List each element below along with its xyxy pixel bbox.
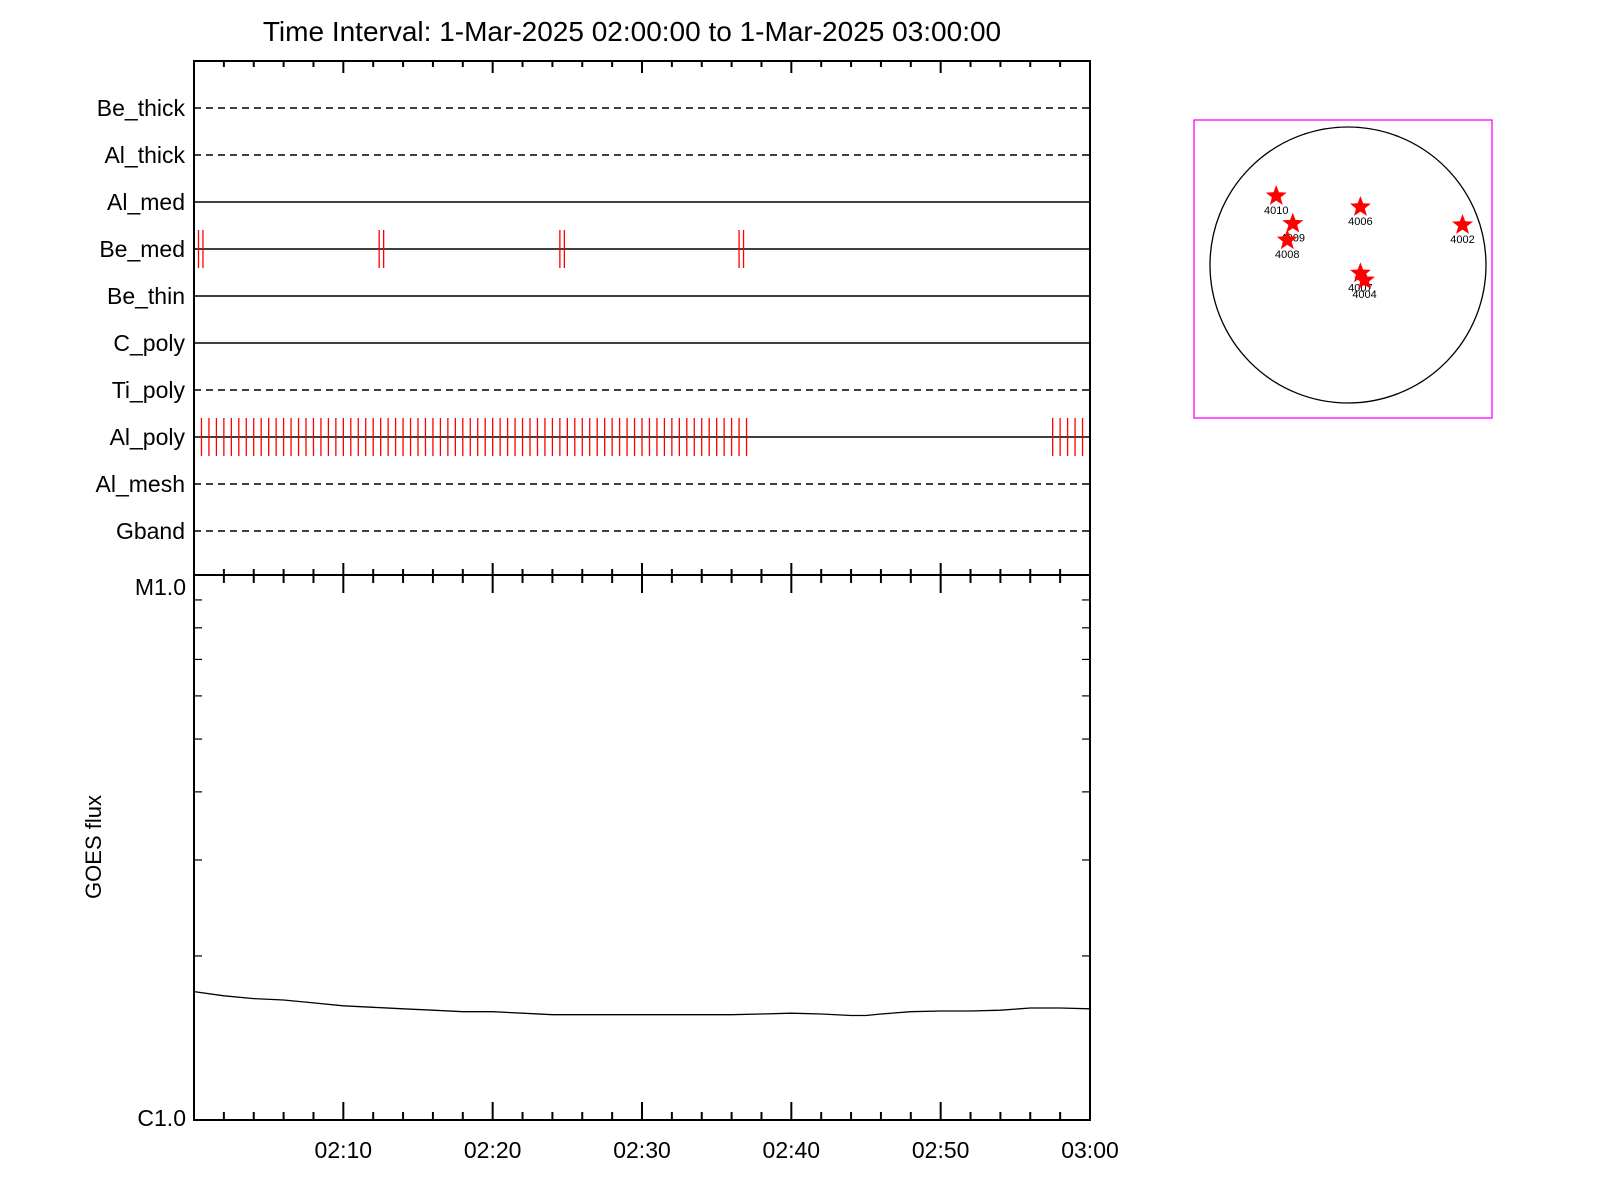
active-region-star — [1354, 269, 1375, 290]
flux-y-axis-label: GOES flux — [81, 795, 106, 899]
timeline-frame — [193, 60, 1091, 576]
active-region-label: 4004 — [1352, 289, 1376, 301]
channel-label-gband: Gband — [116, 518, 185, 544]
x-tick-label: 03:00 — [1061, 1137, 1119, 1163]
y-tick-label: C1.0 — [137, 1105, 186, 1131]
timeline-ticks — [222, 61, 1062, 575]
chart-title: Time Interval: 1-Mar-2025 02:00:00 to 1-… — [263, 16, 1001, 47]
channel-label-al_poly: Al_poly — [110, 424, 186, 450]
y-tick-label: M1.0 — [135, 574, 186, 600]
channel-lines — [194, 107, 1090, 532]
channel-label-ti_poly: Ti_poly — [112, 377, 186, 403]
map-frame — [1193, 119, 1493, 419]
active-region-label: 4006 — [1348, 216, 1372, 228]
channel-label-be_thick: Be_thick — [97, 95, 186, 121]
channel-labels: Be_thick Al_thick Al_med Be_med Be_thin C_pol… — [96, 95, 186, 544]
channel-label-be_thin: Be_thin — [107, 283, 185, 309]
active-region-label: 4010 — [1264, 205, 1288, 217]
flux-frame — [193, 574, 1091, 1121]
active-region-star — [1350, 196, 1371, 216]
flux-y-tick-labels: C1.0 M1.0 — [135, 574, 186, 1131]
channel-label-c_poly: C_poly — [113, 330, 185, 356]
x-tick-label: 02:40 — [763, 1137, 821, 1163]
channel-timeline-panel: Be_thick Al_thick Al_med Be_med Be_thin C_pol… — [96, 60, 1091, 576]
active-region-star — [1350, 262, 1371, 283]
channel-label-al_mesh: Al_mesh — [96, 471, 185, 497]
flux-ticks — [194, 575, 1090, 1120]
active-region-label: 4002 — [1450, 234, 1474, 246]
x-tick-label: 02:50 — [912, 1137, 970, 1163]
active-region-markers: 4010400940084006400240074004 — [1264, 185, 1475, 301]
active-region-star — [1282, 212, 1304, 233]
goes-flux-line — [193, 990, 1091, 1017]
active-region-star — [1276, 229, 1298, 250]
x-tick-label: 02:20 — [464, 1137, 522, 1163]
flux-x-tick-labels: 02:10 02:20 02:30 02:40 02:50 03:00 — [315, 1137, 1119, 1163]
x-tick-label: 02:10 — [315, 1137, 373, 1163]
channel-label-al_thick: Al_thick — [104, 142, 185, 168]
solar-disk-map: 4010400940084006400240074004 — [1193, 119, 1493, 419]
x-tick-label: 02:30 — [613, 1137, 671, 1163]
active-region-label: 4008 — [1275, 249, 1299, 261]
channel-marks — [197, 230, 1084, 456]
solar-disk — [1209, 126, 1487, 404]
channel-label-al_med: Al_med — [107, 189, 185, 215]
active-region-star — [1265, 185, 1287, 205]
goes-flux-panel: 02:10 02:20 02:30 02:40 02:50 03:00 C1.0M1.0 … — [81, 574, 1119, 1163]
active-region-star — [1452, 214, 1473, 234]
channel-label-be_med: Be_med — [99, 236, 185, 262]
